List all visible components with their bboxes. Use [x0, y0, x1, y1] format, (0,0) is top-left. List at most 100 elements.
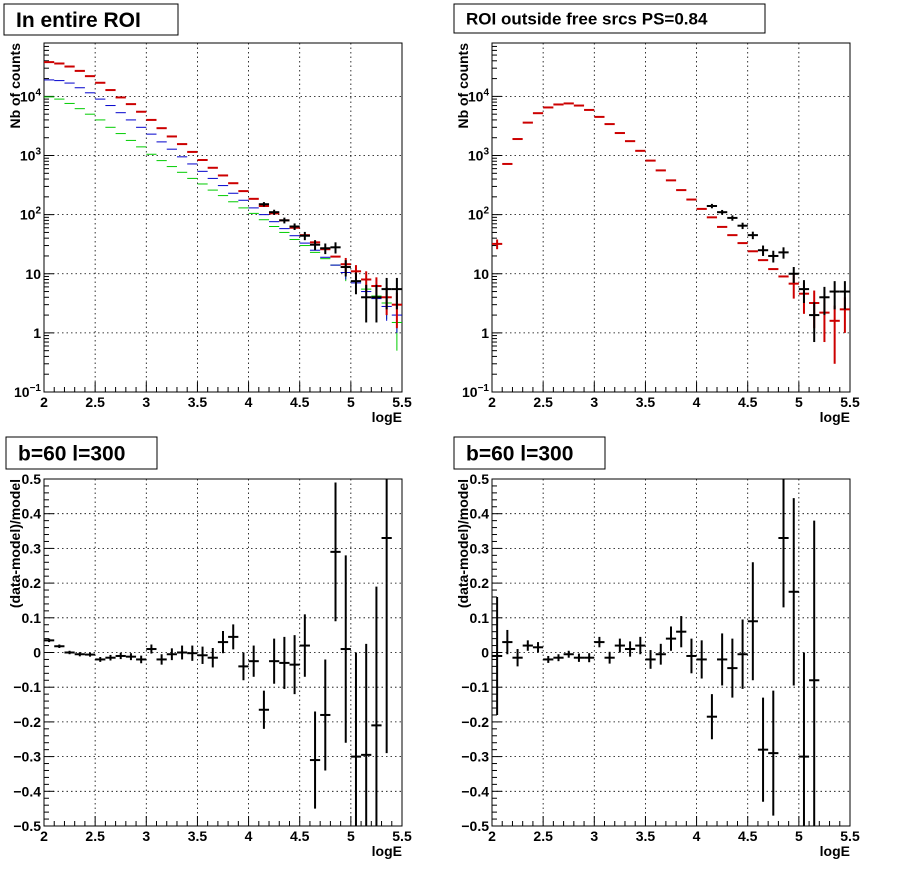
chart-panel-1: 2 2.5 3 3.5 4 4.5 5 5.5 10−1 1 10 102 103 104 logE Nb o…	[3, 3, 412, 425]
data-point	[614, 638, 625, 653]
x-tick-label: 2	[40, 828, 48, 844]
y-tick-label: −0.1	[461, 679, 489, 695]
data-point	[350, 652, 362, 826]
data-point	[105, 654, 116, 661]
data-point	[676, 616, 687, 648]
chart-panel-3: 2 2.5 3 3.5 4 4.5 5 5.5 −0.5 −0.4 −0.3 −0.2 −0.1 0 0.1…	[5, 436, 412, 859]
data-point	[330, 482, 341, 622]
title-box	[453, 3, 766, 34]
chart-panel-2: 2 2.5 3 3.5 4 4.5 5 5.5 10−1 1 10 102 103 104 logE Nb o…	[453, 3, 860, 425]
x-tick-label: 3.5	[636, 394, 656, 410]
data-point	[768, 250, 779, 263]
data-point	[727, 638, 738, 698]
data-point	[809, 520, 820, 826]
y-axis-label: Nb of counts	[7, 43, 23, 129]
data-point	[829, 281, 840, 310]
y-tick-label: −0.2	[461, 714, 489, 730]
data-series-2	[706, 203, 850, 343]
data-point	[543, 655, 554, 663]
data-point	[269, 638, 280, 684]
data-point	[727, 215, 738, 221]
y-tick-label: 0.3	[470, 540, 490, 556]
x-tick-label: 2.5	[85, 828, 105, 844]
x-tick-label: 4	[693, 394, 701, 410]
y-tick-label: 1	[481, 325, 489, 341]
y-tick-label: −0.5	[461, 818, 489, 834]
panel-title: ROI outside free srcs PS=0.84	[466, 10, 708, 29]
data-point	[696, 640, 707, 679]
x-tick-label: 3	[590, 828, 598, 844]
y-tick-label: 103	[468, 147, 490, 164]
data-point	[330, 242, 341, 254]
data-point	[84, 652, 96, 657]
data-point	[54, 644, 65, 648]
data-point	[299, 614, 310, 677]
data-point	[553, 654, 564, 662]
y-tick-label: 0.2	[470, 575, 490, 591]
data-series-4	[258, 202, 402, 323]
x-tick-label: 3	[142, 394, 150, 410]
y-tick-label: 10	[25, 266, 41, 282]
data-point	[309, 240, 321, 251]
data-point	[798, 280, 810, 304]
x-tick-label: 5	[347, 828, 355, 844]
plot-frame	[491, 42, 851, 393]
x-tick-label: 5.5	[392, 394, 412, 410]
x-tick-label: 2	[40, 394, 48, 410]
data-point	[757, 245, 769, 256]
x-tick-label: 3.5	[188, 394, 208, 410]
data-point	[381, 277, 392, 310]
y-tick-label: 0	[481, 645, 489, 661]
x-axis-label: logE	[820, 843, 850, 859]
panel-title: In entire ROI	[16, 9, 141, 32]
data-point	[829, 305, 840, 364]
data-series-1	[492, 102, 850, 364]
data-series-1	[44, 479, 392, 826]
x-tick-label: 4	[245, 828, 253, 844]
y-tick-label: 10	[473, 266, 489, 282]
data-series-1	[44, 96, 402, 351]
data-point	[269, 209, 280, 215]
x-tick-label: 3.5	[188, 828, 208, 844]
data-point	[299, 231, 310, 241]
y-tick-label: 104	[20, 87, 42, 104]
data-point	[686, 638, 697, 674]
plot-frame	[43, 478, 403, 827]
y-axis-label: Nb of counts	[455, 43, 471, 129]
x-axis-label: logE	[372, 843, 402, 859]
x-axis-label: logE	[820, 409, 850, 425]
data-point	[361, 643, 372, 826]
plot-frame	[43, 42, 403, 393]
data-point	[74, 652, 85, 657]
y-tick-label: 103	[20, 147, 42, 164]
data-point	[115, 652, 126, 660]
data-point	[371, 284, 382, 323]
data-point	[788, 267, 799, 283]
y-tick-label: 10−1	[462, 383, 489, 400]
data-point	[258, 690, 270, 729]
data-point	[197, 646, 208, 664]
panel-title: b=60 l=300	[466, 443, 573, 466]
data-point	[371, 586, 382, 826]
panel-title: b=60 l=300	[18, 443, 125, 466]
data-point	[166, 648, 177, 661]
data-point	[95, 657, 106, 662]
data-series-1	[492, 479, 820, 826]
data-point	[717, 633, 728, 686]
data-point	[624, 641, 636, 657]
x-tick-label: 5.5	[840, 828, 860, 844]
data-point	[279, 636, 290, 689]
data-point	[563, 650, 574, 658]
x-tick-label: 5	[347, 394, 355, 410]
y-tick-label: 0.3	[22, 540, 42, 556]
x-tick-label: 4.5	[290, 828, 310, 844]
data-point	[217, 630, 229, 654]
data-point	[665, 626, 677, 651]
y-tick-label: 0.4	[470, 506, 490, 522]
data-point	[207, 647, 218, 668]
x-tick-label: 5.5	[392, 828, 412, 844]
x-tick-label: 2	[488, 394, 496, 410]
data-point	[340, 260, 351, 277]
y-axis-label: (data-model)/model	[455, 479, 471, 608]
data-point	[573, 653, 585, 662]
